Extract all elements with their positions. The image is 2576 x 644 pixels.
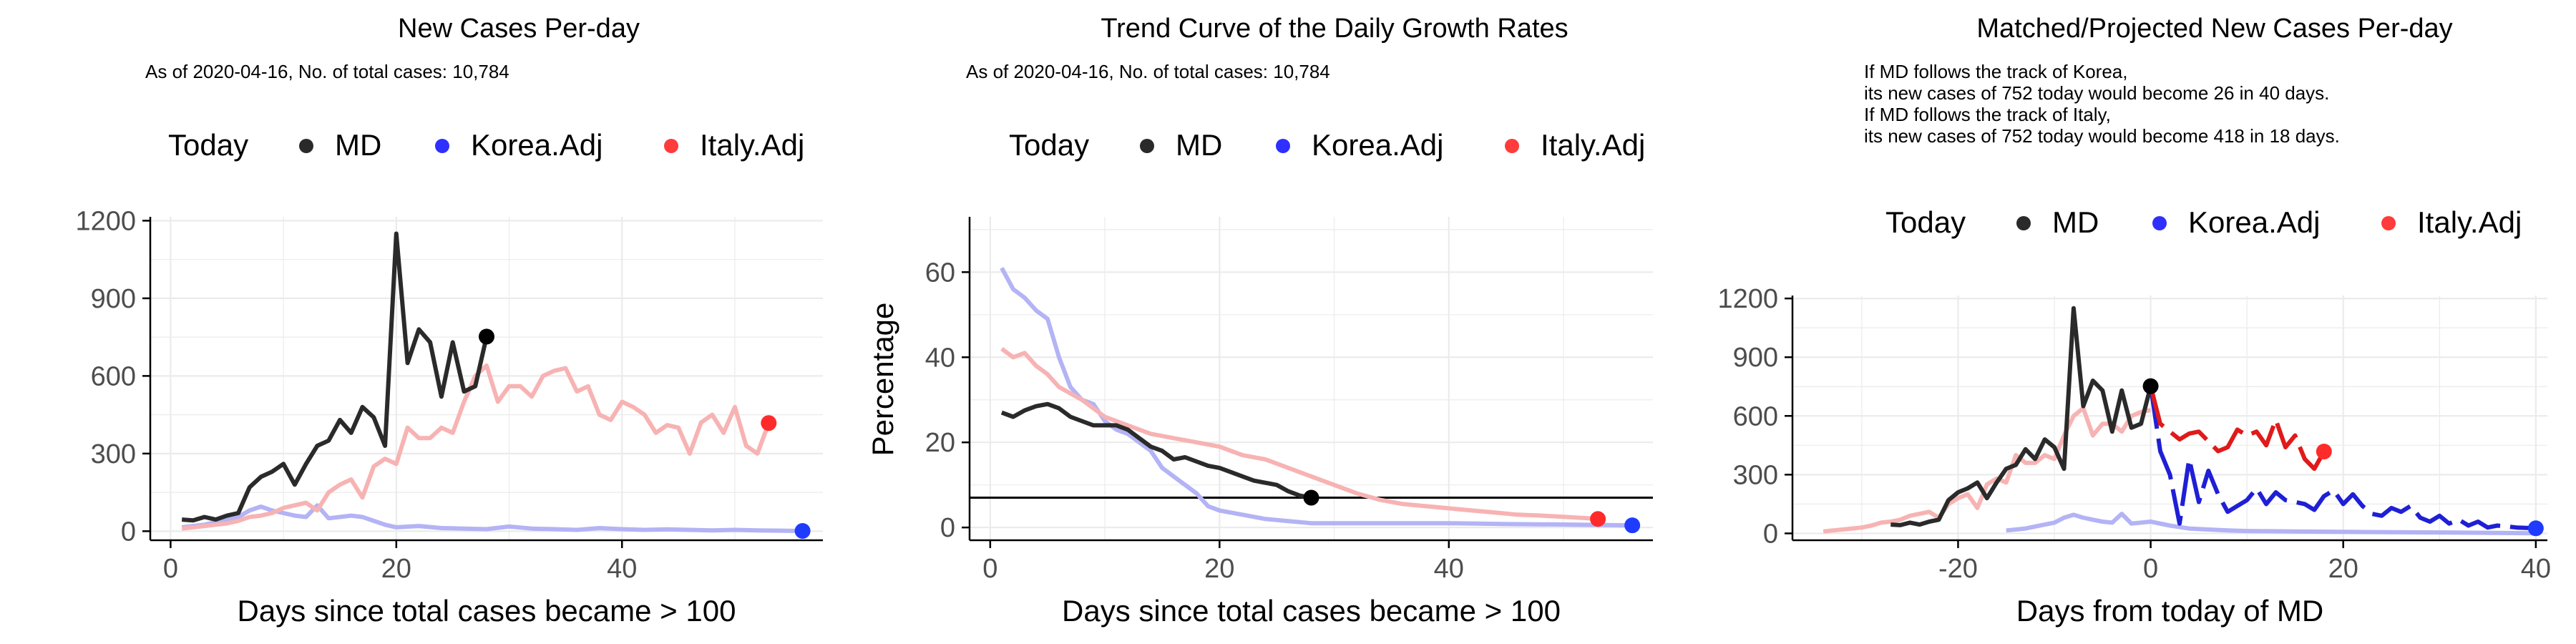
series-line-korea-adj [2006, 512, 2536, 536]
panel-new-cases-per-day: New Cases Per-day As of 2020-04-16, No. o… [75, 14, 823, 628]
y-tick-label: 0 [940, 513, 955, 543]
x-tick-label: 0 [163, 554, 178, 584]
legend-key [664, 139, 678, 153]
today-point-italy-adj [2316, 444, 2332, 460]
y-tick-label: 600 [1733, 401, 1778, 431]
y-tick-label: 0 [121, 517, 136, 547]
chart-title: Trend Curve of the Daily Growth Rates [1101, 14, 1568, 44]
panel-growth-rate-trend: Trend Curve of the Daily Growth Rates As … [866, 14, 1653, 628]
chart-subtitle-line: its new cases of 752 today would become … [1864, 82, 2329, 104]
x-tick-label: 20 [381, 554, 411, 584]
panel-matched-projected: Matched/Projected New Cases Per-day If MD… [1717, 14, 2551, 628]
x-tick-label: 40 [607, 554, 637, 584]
y-tick-label: 900 [1733, 343, 1778, 373]
chart-subtitle-line: If MD follows the track of Italy, [1864, 104, 2111, 125]
y-tick-label: 900 [91, 284, 136, 314]
legend-label: MD [2052, 205, 2099, 239]
grid [1792, 296, 2547, 540]
today-point-italy-adj [1590, 511, 1606, 527]
series-line-italy-adj [2148, 385, 2326, 472]
legend: Today MD Korea.Adj Italy.Adj [168, 128, 804, 162]
series-line-korea-adj [1000, 266, 1633, 528]
y-tick-label: 40 [925, 343, 955, 373]
plot-area [970, 217, 1653, 540]
x-tick-label: 40 [1434, 554, 1464, 584]
legend-label: Italy.Adj [2417, 205, 2522, 239]
chart-subtitle-line: its new cases of 752 today would become … [1864, 125, 2340, 147]
legend-key [1505, 139, 1519, 153]
series-line-md [1000, 401, 1312, 500]
chart-subtitle: As of 2020-04-16, No. of total cases: 10… [145, 61, 509, 82]
x-axis-label: Days since total cases became > 100 [238, 594, 736, 628]
today-point-md [2142, 378, 2159, 394]
today-point-italy-adj [761, 415, 777, 431]
grid [970, 217, 1653, 540]
y-tick-label: 20 [925, 428, 955, 458]
x-axis-label: Days since total cases became > 100 [1062, 594, 1561, 628]
today-point-korea-adj [794, 522, 811, 539]
series-line-korea-adj [181, 503, 803, 533]
x-axis-label: Days from today of MD [2016, 594, 2323, 628]
x-tick-label: 40 [2521, 554, 2551, 584]
chart-title: Matched/Projected New Cases Per-day [1976, 14, 2452, 44]
legend-label: Italy.Adj [1541, 128, 1645, 162]
legend-key [299, 139, 313, 153]
legend-key [2381, 216, 2396, 230]
y-tick-label: 0 [1763, 519, 1778, 549]
chart-subtitle-line: If MD follows the track of Korea, [1864, 61, 2127, 82]
x-tick-label: 0 [982, 554, 997, 584]
series-line-italy-adj [181, 363, 771, 531]
y-tick-label: 300 [91, 439, 136, 469]
x-tick-label: 20 [2328, 554, 2358, 584]
series-line-korea-adj [2148, 386, 2537, 531]
legend-label: MD [1176, 128, 1222, 162]
legend-key [1276, 139, 1290, 153]
legend-label: Italy.Adj [700, 128, 804, 162]
series-line-md [181, 231, 489, 523]
legend-title: Today [1009, 128, 1089, 162]
legend-key [2152, 216, 2167, 230]
legend-title: Today [168, 128, 248, 162]
x-tick-label: 20 [1204, 554, 1234, 584]
y-tick-label: 1200 [75, 206, 136, 236]
legend-label: Korea.Adj [471, 128, 602, 162]
today-point-md [479, 328, 494, 345]
legend-label: MD [335, 128, 381, 162]
legend-title: Today [1885, 205, 1966, 239]
legend: Today MD Korea.Adj Italy.Adj [1885, 205, 2522, 239]
x-tick-label: -20 [1938, 554, 1978, 584]
legend-key [1140, 139, 1154, 153]
legend-key [2016, 216, 2031, 230]
legend-label: Korea.Adj [1312, 128, 1443, 162]
series-line-italy-adj [1000, 346, 1599, 522]
chart-title: New Cases Per-day [398, 14, 640, 44]
x-tick-label: 0 [2143, 554, 2158, 584]
chart-subtitle: As of 2020-04-16, No. of total cases: 10… [966, 61, 1330, 82]
legend-key [435, 139, 449, 153]
today-point-korea-adj [1624, 517, 1641, 534]
y-tick-label: 600 [91, 361, 136, 391]
y-tick-label: 300 [1733, 460, 1778, 490]
series-line-italy-adj [1823, 406, 2152, 534]
grid [150, 217, 823, 540]
legend: Today MD Korea.Adj Italy.Adj [1009, 128, 1645, 162]
today-point-md [1303, 489, 1319, 506]
y-tick-label: 60 [925, 258, 955, 288]
plot-area [150, 217, 823, 540]
series-line-md [1890, 306, 2153, 527]
today-point-korea-adj [2527, 520, 2544, 537]
y-tick-label: 1200 [1717, 284, 1778, 314]
plot-area [1792, 296, 2547, 540]
legend-label: Korea.Adj [2188, 205, 2320, 239]
y-axis-label: Percentage [866, 303, 899, 457]
